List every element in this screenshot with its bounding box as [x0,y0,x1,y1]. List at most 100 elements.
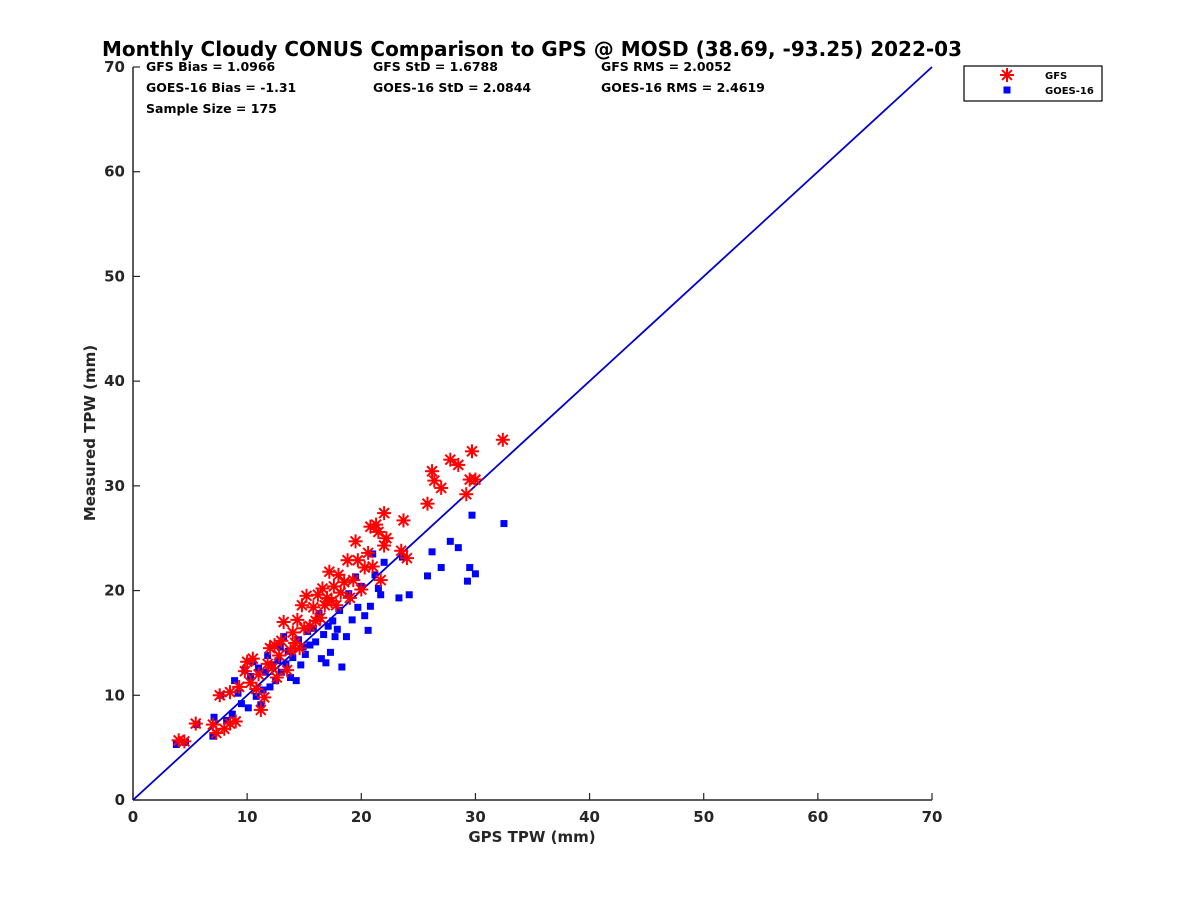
goes-16-point-42 [317,655,325,663]
gfs-point-78 [465,444,480,459]
stat-gfs-rms: GFS RMS = 2.0052 [601,59,732,74]
x-tick-label-3: 30 [465,808,486,826]
goes-16-point-43 [320,631,328,639]
x-tick-label-0: 0 [128,808,138,826]
gfs-point-8 [228,714,243,729]
goes-16-point-12 [244,704,252,712]
gfs-point-65 [377,506,392,521]
goes-16-point-67 [398,553,406,561]
x-tick-label-1: 10 [237,808,258,826]
goes-16-point-41 [315,610,323,618]
goes-16-point-34 [297,661,305,669]
gfs-point-28 [283,643,298,658]
legend-gfs-asterisk [1000,68,1014,82]
goes-16-point-27 [280,633,288,641]
gfs-point-25 [274,633,289,648]
y-tick-label-6: 60 [104,163,125,181]
goes-16-point-24 [274,657,282,665]
y-tick-label-5: 50 [104,267,125,285]
goes-16-point-59 [364,626,372,634]
chart-title: Monthly Cloudy CONUS Comparison to GPS @… [102,37,962,61]
legend-gfs-label: GFS [1045,71,1067,82]
gfs-point-10 [232,679,247,694]
y-tick-label-3: 30 [104,477,125,495]
gfs-point-69 [399,551,414,566]
stat-goes-bias: GOES-16 Bias = -1.31 [146,80,296,95]
gfs-point-47 [329,598,344,613]
gfs-point-1 [177,734,192,749]
gfs-point-23 [269,670,284,685]
gfs-point-17 [253,702,268,717]
goes-16-point-4 [210,713,218,721]
y-tick-label-4: 40 [104,372,125,390]
goes-16-point-77 [471,570,479,578]
gfs-point-48 [331,567,346,582]
goes-16-point-69 [423,572,431,580]
gfs-point-64 [377,538,392,553]
gfs-point-54 [348,534,363,549]
legend: GFS GOES-16 [963,65,1103,102]
gfs-point-15 [249,682,264,697]
gfs-point-40 [313,610,328,625]
goes-16-point-64 [377,591,385,599]
goes-16-point-32 [292,677,300,685]
gfs-point-50 [337,575,352,590]
goes-16-point-21 [266,683,274,691]
gfs-point-24 [272,648,287,663]
goes-16-point-19 [261,668,269,676]
gfs-point-29 [285,625,300,640]
goes-16-point-23 [272,677,280,685]
gfs-point-70 [420,496,435,511]
goes-16-point-47 [329,617,337,625]
gfs-point-76 [459,487,474,502]
gfs-point-75 [451,457,466,472]
goes-16-point-53 [345,590,353,598]
goes-16-point-30 [287,673,295,681]
gfs-point-71 [425,464,440,479]
one-to-one-line [132,66,933,801]
goes-16-point-58 [361,612,369,620]
gfs-point-73 [434,480,449,495]
goes-16-point-76 [468,511,476,519]
goes-16-point-63 [374,584,382,592]
goes-16-point-74 [463,577,471,585]
legend-gfs-marker [1000,68,1014,82]
gfs-point-26 [276,614,291,629]
gfs-point-11 [237,664,252,679]
gfs-point-58 [361,545,376,560]
x-tick-label-5: 50 [693,808,714,826]
goes-16-point-61 [369,550,377,558]
legend-goes-square [1003,86,1011,94]
goes-16-point-7 [228,710,236,718]
stat-gfs-bias: GFS Bias = 1.0966 [146,59,276,74]
gfs-point-53 [346,573,361,588]
gfs-point-18 [257,690,272,705]
gfs-point-79 [468,472,483,487]
series-gfs [171,432,510,749]
goes-16-point-49 [333,625,341,633]
x-axis-label: GPS TPW (mm) [468,828,595,846]
goes-16-point-78 [500,520,508,528]
y-axis-label: Measured TPW (mm) [81,345,99,521]
gfs-point-14 [245,651,260,666]
gfs-point-66 [379,531,394,546]
gfs-point-60 [365,559,380,574]
legend-box [963,65,1103,102]
gfs-point-67 [394,543,409,558]
gfs-point-35 [299,588,314,603]
goes-16-point-52 [342,633,350,641]
gfs-point-27 [280,663,295,678]
goes-16-point-35 [299,643,307,651]
gfs-point-63 [373,573,388,588]
goes-16-point-0 [172,741,180,749]
goes-16-point-38 [306,641,314,649]
y-tick-label-1: 10 [104,686,125,704]
x-tick-label-7: 70 [922,808,943,826]
gfs-point-51 [340,553,355,568]
goes-16-point-48 [331,633,339,641]
gfs-point-68 [396,513,411,528]
goes-16-point-72 [446,537,454,545]
goes-16-point-62 [371,571,379,579]
